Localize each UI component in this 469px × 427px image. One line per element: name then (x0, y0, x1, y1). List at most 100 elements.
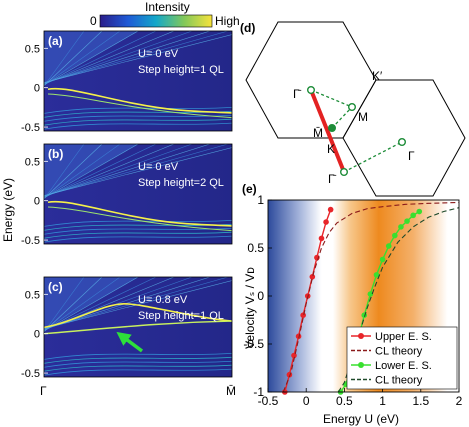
bulk-band-streak (44, 277, 103, 332)
band-y-tick-label: 0 (34, 83, 40, 95)
band-structure-panels: 0.5 0 -0.5 (a) U= 0 eV Step height=1 QL 0.5 0 -0… (21, 30, 236, 398)
bulk-band-streak (44, 277, 121, 332)
band-panel-1: 0.5 0 -0.5 (b) U= 0 eV Step height=2 QL (21, 143, 233, 247)
lower-bulk-band (44, 364, 232, 372)
series-point-0 (291, 352, 297, 359)
lower-bulk-band (44, 235, 232, 243)
colorbar-min-label: 0 (90, 14, 97, 28)
band-y-tick-label: -0.5 (21, 235, 40, 247)
chart-label: (e) (242, 182, 257, 196)
series-point-2 (361, 312, 368, 319)
series-point-0 (323, 219, 329, 225)
x-tick-label: 2 (456, 394, 463, 408)
bulk-band-streak (44, 144, 139, 199)
series-point-2 (404, 218, 410, 224)
y-tick-label: -1 (253, 385, 264, 399)
band-panel-param-step: Step height=1 QL (138, 310, 224, 322)
band-panel-param-step: Step height=1 QL (138, 64, 224, 76)
bulk-band-streak (44, 144, 121, 199)
m-bar-marker (328, 123, 337, 132)
bulk-band-streak (44, 144, 157, 198)
lower-bulk-band (44, 106, 232, 114)
legend-entry-label: Lower E. S. (375, 360, 432, 372)
k-point-label: K (327, 142, 335, 156)
band-panel-label: (c) (48, 280, 63, 294)
bulk-band-streak (44, 31, 121, 86)
series-point-0 (318, 235, 325, 242)
band-panel-param-u: U= 0.8 eV (138, 294, 188, 306)
bz-hexagon-top (245, 21, 377, 139)
band-panel-2: 0.5 0 -0.5 (c) U= 0.8 eV Step height=1 QL (21, 276, 233, 380)
bulk-band-streak (44, 144, 175, 198)
lower-bulk-band (44, 231, 232, 239)
gamma-m-path-line (310, 89, 353, 108)
series-point-2 (379, 256, 386, 263)
m-point-marker (348, 102, 357, 111)
velocity-chart: (e) -0.5 0 0.5 1 1.5 210.50-0.5-1 Upper E. S.… (242, 182, 463, 426)
bulk-band-streak (44, 144, 103, 199)
x-axis-label: Energy U (eV) (323, 412, 399, 426)
series-point-2 (398, 224, 404, 230)
series-point-2 (392, 232, 398, 239)
series-point-0 (327, 206, 334, 213)
gamma-bar-bottom-marker (340, 167, 349, 176)
lower-bulk-band (44, 352, 232, 360)
lower-edge-state-band (44, 320, 232, 335)
band-panel-param-u: U= 0 eV (138, 161, 179, 173)
band-panel-label: (b) (48, 147, 63, 161)
bulk-band-streak (44, 31, 103, 86)
gamma-bar-bottom-label: Γ̄ (328, 172, 337, 186)
x-tick-label: -0.5 (258, 394, 279, 408)
mbar-m-path-line (331, 106, 353, 129)
gamma-label: Γ (408, 149, 415, 163)
upper-state-background (268, 200, 322, 392)
lower-bulk-band (44, 122, 232, 130)
surface-state-band (47, 200, 232, 227)
m-bar-label: M̄ (313, 126, 323, 140)
bulk-band-streak (44, 280, 232, 329)
bulk-band-streak (44, 31, 85, 87)
y-axis-label: Velocity Vₛ / Vᴅ (243, 267, 257, 349)
legend-marker (358, 333, 364, 339)
m-point-label: M (358, 110, 368, 124)
colorbar-title: Intensity (145, 0, 190, 14)
band-panel-param-u: U= 0 eV (138, 48, 179, 60)
bulk-band-streak (44, 144, 85, 200)
k-prime-label: K′ (372, 69, 383, 83)
legend-entry-label: CL theory (375, 375, 423, 387)
x-tick-label-gamma: Γ (40, 384, 47, 398)
band-panel-frame (43, 143, 233, 245)
series-point-2 (367, 291, 374, 297)
band-y-tick-label: 0 (34, 329, 40, 341)
legend: Upper E. S. CL theory Lower E. S. CL theory (346, 326, 458, 390)
upper-edge-state-band (44, 302, 232, 329)
series-line-1 (282, 201, 460, 393)
bulk-band-streak (44, 144, 229, 197)
lower-bulk-band (44, 118, 232, 126)
series-point-0 (300, 312, 306, 319)
gamma-marker (398, 137, 407, 146)
series-point-0 (309, 274, 316, 280)
band-y-tick-label: -0.5 (21, 122, 40, 134)
colorbar: Intensity 0 High (90, 0, 240, 28)
green-arrow-icon (116, 331, 144, 353)
gamma-bar-top-marker (307, 85, 316, 94)
series-point-2 (373, 272, 380, 278)
legend-marker (358, 362, 364, 368)
lower-bulk-band (44, 360, 232, 368)
bulk-band-streak (44, 31, 229, 84)
bz-hexagon-right (342, 79, 466, 197)
band-panel-label: (a) (48, 34, 63, 48)
bulk-band-streak (44, 31, 175, 85)
bulk-band-streak (44, 31, 139, 86)
band-y-tick-label: 0 (34, 196, 40, 208)
legend-entry-label: Upper E. S. (375, 331, 432, 343)
legend-box (346, 326, 458, 390)
y-tick-label: 1 (257, 193, 264, 207)
y-tick-label: 0.5 (247, 241, 264, 255)
bulk-band-streak (44, 31, 157, 85)
x-tick-label: 0.5 (336, 394, 353, 408)
brillouin-zone-diagram: (d) Γ̄ M̄ M K K′ Γ Γ̄ (240, 21, 466, 197)
band-panel-param-step: Step height=2 QL (138, 177, 224, 189)
